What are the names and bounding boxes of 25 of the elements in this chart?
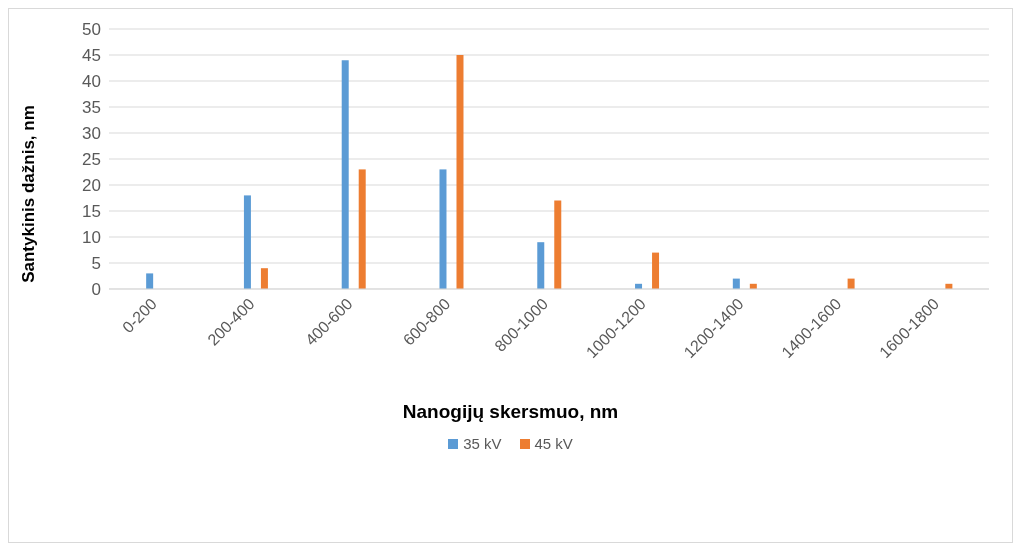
legend-label: 35 kV xyxy=(462,435,502,452)
y-tick-label: 15 xyxy=(82,202,101,222)
y-tick-label: 0 xyxy=(91,280,101,300)
y-tick-label: 50 xyxy=(82,20,101,40)
x-axis-title: Nanogijų skersmuo, nm xyxy=(401,401,620,423)
y-tick-label: 30 xyxy=(82,124,101,144)
bar xyxy=(146,273,154,289)
bar xyxy=(439,169,447,289)
y-tick-label: 35 xyxy=(82,98,101,118)
bar xyxy=(554,200,562,289)
y-tick-label: 5 xyxy=(91,254,101,274)
y-tick-label: 20 xyxy=(82,176,101,196)
y-axis-title: Santykinis dažnis, nm xyxy=(19,105,39,283)
y-tick-label: 25 xyxy=(82,150,101,170)
bar xyxy=(243,195,251,289)
bar xyxy=(456,55,464,289)
legend-label: 45 kV xyxy=(533,435,573,452)
y-tick-label: 40 xyxy=(82,72,101,92)
y-tick-label: 10 xyxy=(82,228,101,248)
bar xyxy=(260,268,268,289)
bar xyxy=(537,242,545,289)
bar xyxy=(652,252,660,289)
bar xyxy=(341,60,349,289)
bar xyxy=(358,169,366,289)
y-tick-label: 45 xyxy=(82,46,101,66)
